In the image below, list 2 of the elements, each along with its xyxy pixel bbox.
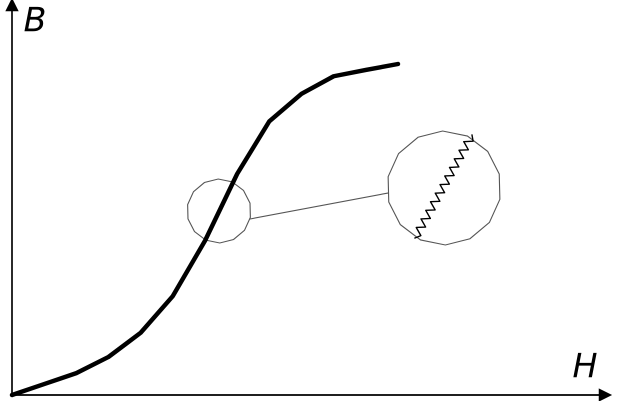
x-axis-title: H xyxy=(573,352,597,378)
y-axis-title: B xyxy=(24,6,44,32)
